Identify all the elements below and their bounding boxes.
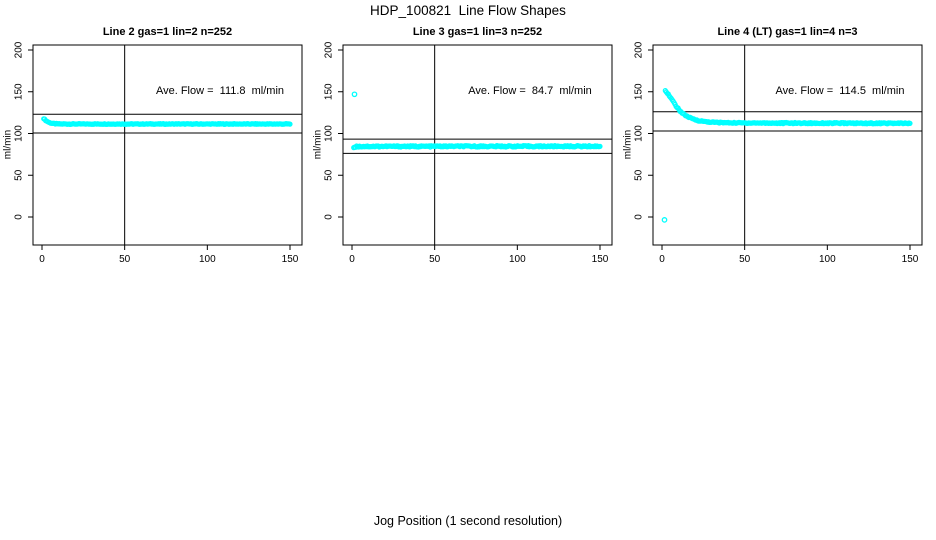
x-tick-label: 0: [349, 254, 355, 265]
x-tick-label: 100: [819, 254, 836, 265]
x-tick-label: 50: [119, 254, 131, 265]
y-tick-label: 200: [14, 41, 25, 58]
x-tick-label: 50: [429, 254, 441, 265]
y-tick-label: 50: [324, 169, 335, 181]
y-tick-label: 150: [324, 83, 335, 100]
panel-2-title: Line 3 gas=1 lin=3 n=252: [412, 26, 543, 38]
y-tick-label: 150: [14, 83, 25, 100]
panel-line-4: 0 50 100 150 0 50 100 150 200 Line 4 (LT) gas=1 …: [620, 0, 930, 280]
panel-3-ave-flow-annotation: Ave. Flow = 114.5 ml/min: [775, 85, 905, 97]
x-tick-label: 150: [282, 254, 299, 265]
axis-box: [32, 44, 303, 246]
axis-box: [342, 44, 613, 246]
x-tick-label: 0: [39, 254, 45, 265]
panel-2-plot: 0 50 100 150 0 50 100 150 200: [324, 41, 613, 265]
figure-x-axis-label: Jog Position (1 second resolution): [373, 514, 563, 528]
y-tick-label: 100: [634, 125, 645, 142]
y-tick-label: 0: [634, 214, 645, 220]
panel-line-2: 0 50 100 150 0 50 100 150 200 Line 2 gas=1 lin=2…: [0, 0, 310, 280]
x-tick-label: 50: [739, 254, 751, 265]
panel-1-ave-flow-annotation: Ave. Flow = 111.8 ml/min: [155, 85, 285, 97]
axis-box: [652, 44, 923, 246]
x-tick-label: 150: [902, 254, 919, 265]
panel-3-plot: 0 50 100 150 0 50 100 150 200: [634, 41, 923, 265]
panel-2-y-axis-label: ml/min: [312, 129, 324, 160]
y-tick-label: 100: [324, 125, 335, 142]
data-points: [351, 143, 603, 151]
y-tick-label: 50: [14, 169, 25, 181]
panel-1-plot: 0 50 100 150 0 50 100 150 200: [14, 41, 303, 265]
x-tick-label: 0: [659, 254, 665, 265]
x-tick-label: 100: [509, 254, 526, 265]
y-tick-label: 150: [634, 83, 645, 100]
y-tick-label: 100: [14, 125, 25, 142]
data-points: [662, 87, 913, 127]
panel-line-3: 0 50 100 150 0 50 100 150 200 Line 3 gas=1 lin=3…: [310, 0, 620, 280]
y-tick-label: 200: [324, 41, 335, 58]
outlier-point: [351, 91, 358, 98]
panel-2-ave-flow-annotation: Ave. Flow = 84.7 ml/min: [468, 85, 592, 97]
outlier-point: [661, 217, 668, 223]
figure-title: HDP_100821 Line Flow Shapes: [370, 3, 566, 18]
data-points: [41, 116, 293, 128]
panel-1-y-axis-label: ml/min: [2, 129, 14, 160]
y-tick-label: 50: [634, 169, 645, 181]
panel-3-y-axis-label: ml/min: [622, 129, 634, 160]
y-tick-label: 200: [634, 41, 645, 58]
y-tick-label: 0: [14, 214, 25, 220]
x-tick-label: 100: [199, 254, 216, 265]
panel-3-title: Line 4 (LT) gas=1 lin=4 n=3: [717, 26, 858, 38]
panel-1-title: Line 2 gas=1 lin=2 n=252: [102, 26, 233, 38]
y-tick-label: 0: [324, 214, 335, 220]
x-tick-label: 150: [592, 254, 609, 265]
